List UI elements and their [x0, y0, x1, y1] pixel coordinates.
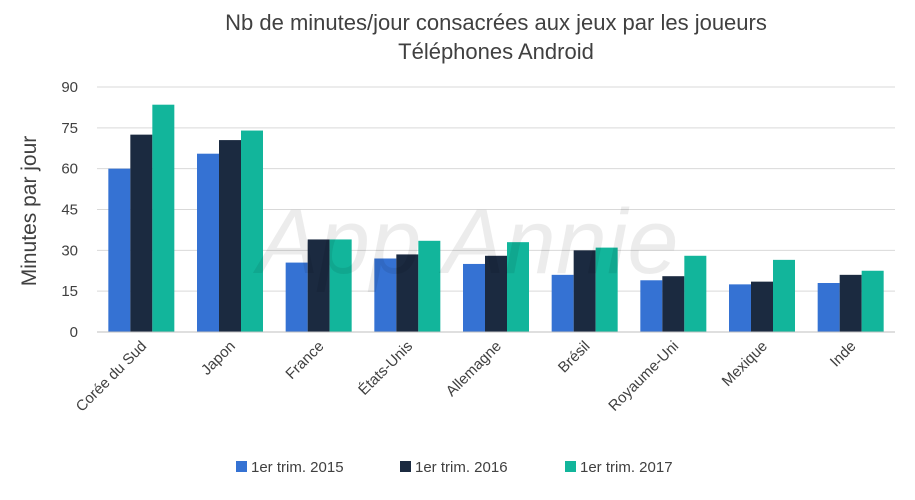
bar [197, 153, 219, 332]
legend-swatch [565, 461, 576, 472]
x-category-label: Inde [827, 338, 860, 371]
x-category-label: Japon [198, 338, 239, 379]
bar [507, 242, 529, 332]
chart-title: Nb de minutes/jour consacrées aux jeux p… [225, 10, 767, 35]
x-category-label: France [282, 338, 327, 383]
legend-swatch [400, 461, 411, 472]
bar [463, 263, 485, 332]
y-tick-label: 15 [61, 283, 78, 300]
bar [396, 254, 419, 332]
bar [219, 140, 241, 332]
bar [817, 283, 840, 332]
bar [839, 274, 862, 332]
bar [573, 250, 596, 332]
x-category-label: Brésil [555, 338, 594, 377]
y-tick-label: 0 [70, 324, 78, 341]
watermark-app-annie: App Annie [252, 191, 678, 293]
bar [640, 280, 663, 332]
y-tick-label: 45 [61, 202, 78, 219]
x-category-label: Royaume-Uni [605, 338, 682, 415]
x-category-label: Mexique [719, 338, 771, 390]
bar [152, 104, 175, 332]
y-tick-label: 30 [61, 242, 78, 259]
bar [329, 239, 352, 332]
legend-swatch [236, 461, 247, 472]
bar [662, 276, 685, 332]
bar [418, 240, 441, 332]
y-tick-label: 60 [61, 161, 78, 178]
x-category-label: Allemagne [443, 338, 505, 400]
legend: 1er trim. 2015 1er trim. 2016 1er trim. 20… [236, 459, 673, 476]
legend-label: 1er trim. 2017 [580, 459, 673, 476]
bar [595, 247, 618, 332]
y-tick-label: 75 [61, 120, 78, 137]
bar [241, 130, 263, 332]
bar [751, 281, 773, 332]
bar [773, 259, 795, 332]
bar [861, 270, 884, 332]
bar [108, 168, 131, 332]
bar [307, 239, 330, 332]
y-tick-label: 90 [61, 79, 78, 96]
x-axis-categories: Corée du Sud Japon France États-Unis Allemag… [73, 338, 860, 415]
legend-label: 1er trim. 2016 [415, 459, 508, 476]
bar [374, 258, 397, 332]
bar [485, 255, 507, 332]
bar [551, 274, 574, 332]
bar [130, 134, 153, 332]
bars [108, 104, 884, 332]
y-axis-ticks: 0 15 30 45 60 75 90 [61, 79, 78, 341]
bar [285, 262, 308, 332]
chart-subtitle: Téléphones Android [398, 39, 594, 64]
bar [684, 255, 707, 332]
x-category-label: États-Unis [355, 338, 416, 399]
legend-label: 1er trim. 2015 [251, 459, 344, 476]
bar [729, 284, 751, 332]
y-axis-title: Minutes par jour [18, 136, 41, 287]
x-category-label: Corée du Sud [73, 338, 150, 415]
